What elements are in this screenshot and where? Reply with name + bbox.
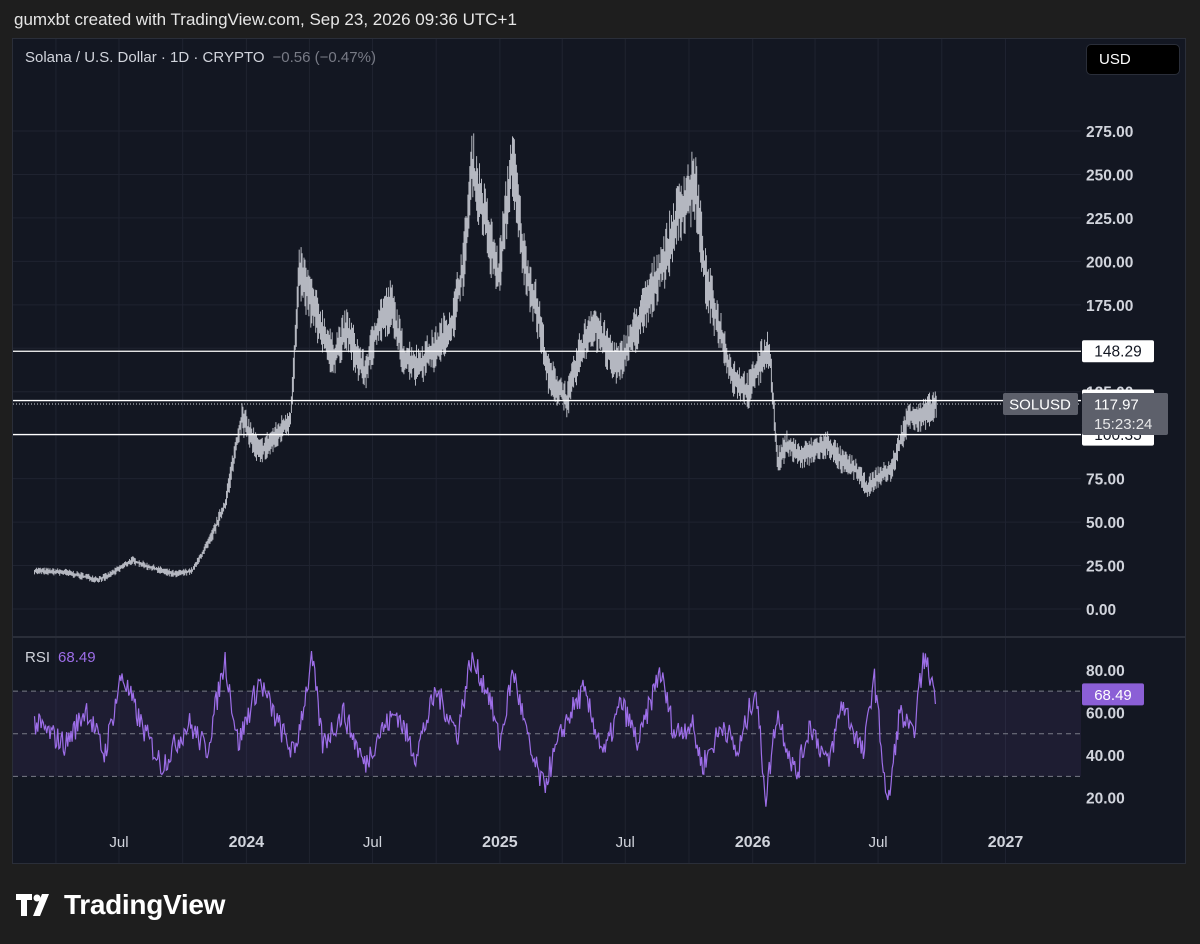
rsi-y-tick-label: 80.00 <box>1086 663 1125 680</box>
y-tick-label: 50.00 <box>1086 515 1125 532</box>
symbol-tag-bg <box>1003 392 1078 415</box>
currency-button[interactable]: USD <box>1086 44 1180 75</box>
price-change: −0.56 (−0.47%) <box>272 49 376 66</box>
rsi-y-tick-label: 60.00 <box>1086 705 1125 722</box>
last-price-value: 117.97 <box>1094 396 1139 413</box>
rsi-tag-label: 68.49 <box>1094 687 1132 704</box>
symbol-legend[interactable]: Solana / U.S. Dollar · 1D · CRYPTO −0.56 … <box>25 49 376 66</box>
y-tick-label: 275.00 <box>1086 124 1133 141</box>
level-tag-label: 148.29 <box>1094 344 1141 361</box>
symbol-price-tag: SOLUSD <box>1003 392 1078 415</box>
rsi-series <box>33 650 936 807</box>
x-tick-label: Jul <box>363 834 382 851</box>
rsi-legend[interactable]: RSI 68.49 <box>25 649 96 666</box>
symbol-tag-label: SOLUSD <box>1009 396 1071 413</box>
rsi-value: 68.49 <box>58 649 96 666</box>
bar-countdown: 15:23:24 <box>1094 416 1152 433</box>
y-tick-label: 175.00 <box>1086 298 1133 315</box>
tradingview-logo: TradingView <box>16 889 226 920</box>
chart-canvas[interactable]: Jul 2024 Jul 2025 Jul 2026 Jul 2027 0.00 25.00 50.… <box>13 39 1185 863</box>
y-tick-label: 200.00 <box>1086 254 1133 271</box>
chart-frame: Jul 2024 Jul 2025 Jul 2026 Jul 2027 0.00 25.00 50.… <box>12 38 1186 864</box>
horizontal-levels <box>13 350 1081 436</box>
x-tick-label: 2024 <box>229 834 265 851</box>
x-tick-label: 2025 <box>482 834 518 851</box>
symbol-title: Solana / U.S. Dollar · 1D · CRYPTO <box>25 49 265 66</box>
level-tag: 148.29 <box>1082 340 1154 363</box>
rsi-value-tag: 68.49 <box>1082 683 1144 706</box>
chart-credit-header: gumxbt created with TradingView.com, Sep… <box>14 10 517 29</box>
brand-name: TradingView <box>64 889 226 920</box>
rsi-bands <box>13 690 1081 777</box>
rsi-tag-bg <box>1082 683 1144 706</box>
y-tick-label: 25.00 <box>1086 559 1125 576</box>
last-price-tag-bg <box>1082 392 1168 435</box>
rsi-y-tick-label: 20.00 <box>1086 791 1125 808</box>
x-tick-label: Jul <box>868 834 887 851</box>
rsi-line <box>33 650 936 807</box>
rsi-y-tick-label: 40.00 <box>1086 748 1125 765</box>
y-tick-label: 250.00 <box>1086 167 1133 184</box>
last-price-tag: 117.97 15:23:24 <box>1082 392 1168 435</box>
y-tick-label: 75.00 <box>1086 472 1125 489</box>
x-tick-label: Jul <box>616 834 635 851</box>
tradingview-logo-icon <box>16 894 49 916</box>
y-tick-label: 0.00 <box>1086 602 1116 619</box>
rsi-label: RSI <box>25 649 51 666</box>
axes: Jul 2024 Jul 2025 Jul 2026 Jul 2027 0.00 25.00 50.… <box>109 124 1133 851</box>
price-candles <box>34 133 937 583</box>
x-tick-label: 2027 <box>988 834 1024 851</box>
y-tick-label: 225.00 <box>1086 211 1133 228</box>
x-tick-label: Jul <box>109 834 128 851</box>
price-series <box>34 133 937 583</box>
level-tag-bg <box>1082 340 1154 363</box>
x-tick-label: 2026 <box>735 834 771 851</box>
value-tags: 148.29119.92100.35SOLUSD117.9715:23:2468… <box>1003 340 1168 706</box>
